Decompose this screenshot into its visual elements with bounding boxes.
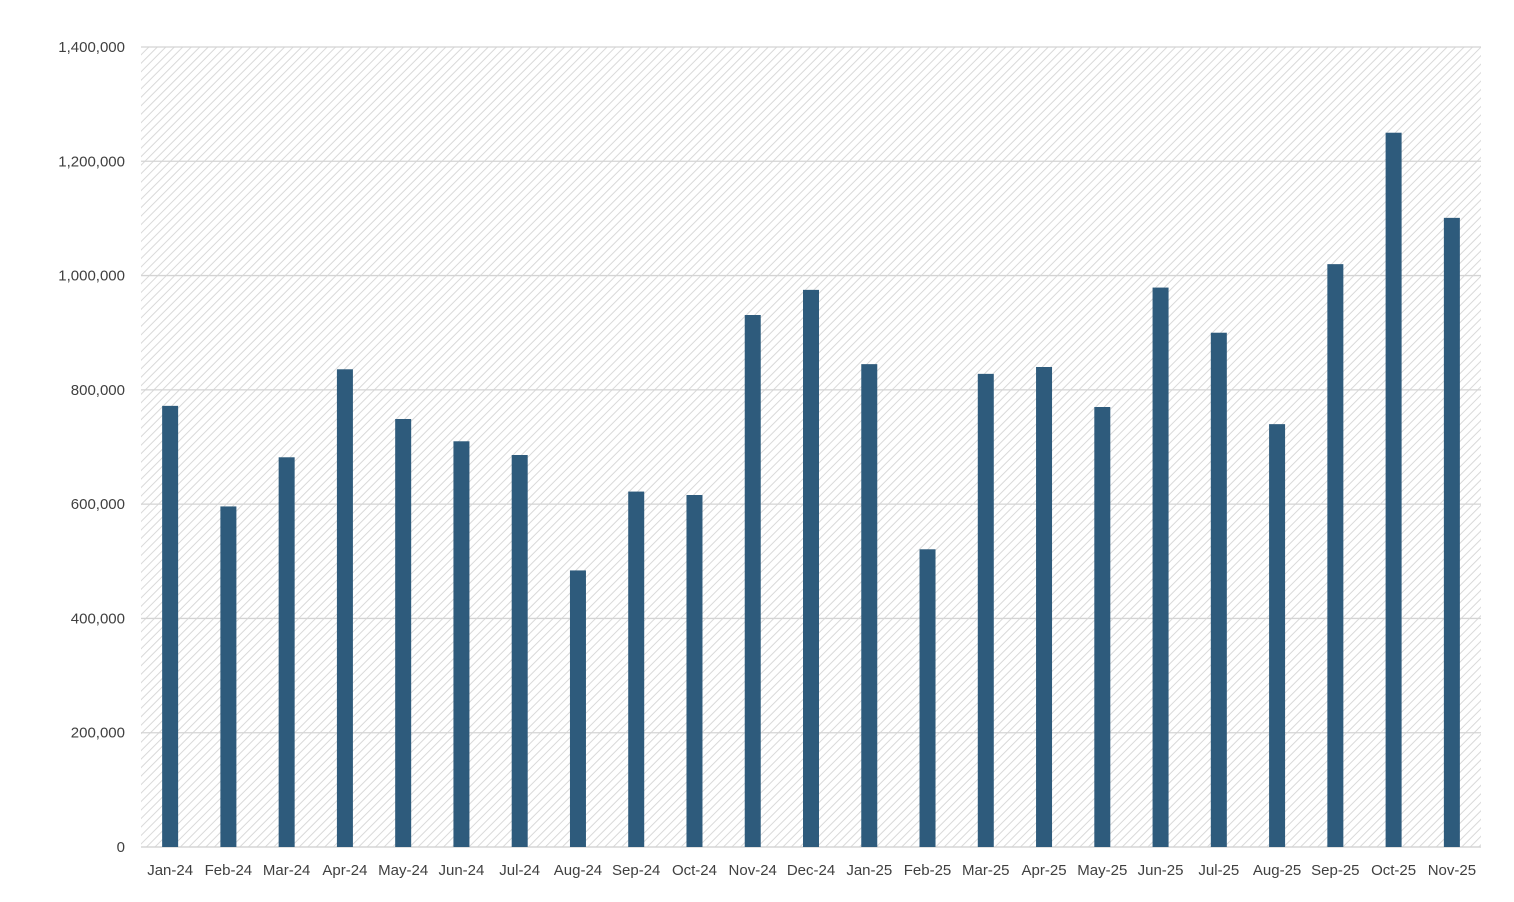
bar xyxy=(744,315,761,847)
y-tick-label: 1,200,000 xyxy=(58,153,125,170)
x-tick-label: Apr-24 xyxy=(322,862,367,879)
y-tick-label: 800,000 xyxy=(71,382,125,399)
y-tick-label: 1,400,000 xyxy=(58,39,125,56)
bar xyxy=(977,373,994,847)
bars xyxy=(162,132,1460,848)
bar xyxy=(1443,217,1460,847)
y-axis-tick-labels: 0 200,000 400,000 600,000 800,000 1,000,000 1,… xyxy=(58,39,125,856)
x-tick-label: Jan-24 xyxy=(147,862,193,879)
x-tick-label: Aug-25 xyxy=(1253,862,1301,879)
x-tick-label: Apr-25 xyxy=(1022,862,1067,879)
x-tick-label: May-25 xyxy=(1077,862,1127,879)
bar xyxy=(1269,424,1286,847)
bar xyxy=(1036,367,1053,847)
x-tick-label: Jun-24 xyxy=(438,862,484,879)
y-tick-label: 200,000 xyxy=(71,725,125,742)
bar xyxy=(919,549,936,847)
bar xyxy=(162,405,179,847)
bar xyxy=(1152,287,1169,848)
x-tick-label: May-24 xyxy=(378,862,428,879)
bar xyxy=(1094,407,1111,847)
bar xyxy=(395,419,412,847)
bar xyxy=(453,441,470,847)
x-tick-label: Sep-25 xyxy=(1311,862,1359,879)
y-tick-label: 600,000 xyxy=(71,496,125,513)
x-tick-label: Sep-24 xyxy=(612,862,660,879)
bar xyxy=(1385,132,1402,847)
x-tick-label: Mar-25 xyxy=(962,862,1010,879)
x-tick-label: Jul-24 xyxy=(499,862,540,879)
x-tick-label: Nov-25 xyxy=(1428,862,1476,879)
bar xyxy=(686,495,703,847)
x-tick-label: Jan-25 xyxy=(846,862,892,879)
bar xyxy=(220,506,237,847)
bar xyxy=(278,457,295,847)
bar xyxy=(1327,264,1344,848)
x-tick-label: Jul-25 xyxy=(1198,862,1239,879)
x-tick-label: Feb-25 xyxy=(904,862,952,879)
bar xyxy=(511,455,528,847)
x-tick-label: Feb-24 xyxy=(205,862,253,879)
bar xyxy=(803,289,819,847)
bar xyxy=(628,491,645,847)
y-tick-label: 0 xyxy=(117,839,125,856)
bar xyxy=(569,570,586,847)
x-tick-label: Oct-24 xyxy=(672,862,717,879)
y-tick-label: 400,000 xyxy=(71,610,125,627)
x-tick-label: Oct-25 xyxy=(1371,862,1416,879)
x-axis-tick-labels: Jan-24 Feb-24 Mar-24 Apr-24 May-24 Jun-24 Jul-… xyxy=(147,862,1476,879)
x-tick-label: Nov-24 xyxy=(729,862,777,879)
x-tick-label: Aug-24 xyxy=(554,862,602,879)
bar xyxy=(861,364,878,847)
x-tick-label: Jun-25 xyxy=(1138,862,1184,879)
y-tick-label: 1,000,000 xyxy=(58,268,125,285)
bar xyxy=(1210,332,1227,847)
x-tick-label: Mar-24 xyxy=(263,862,311,879)
bar xyxy=(336,369,353,847)
x-tick-label: Dec-24 xyxy=(787,862,835,879)
